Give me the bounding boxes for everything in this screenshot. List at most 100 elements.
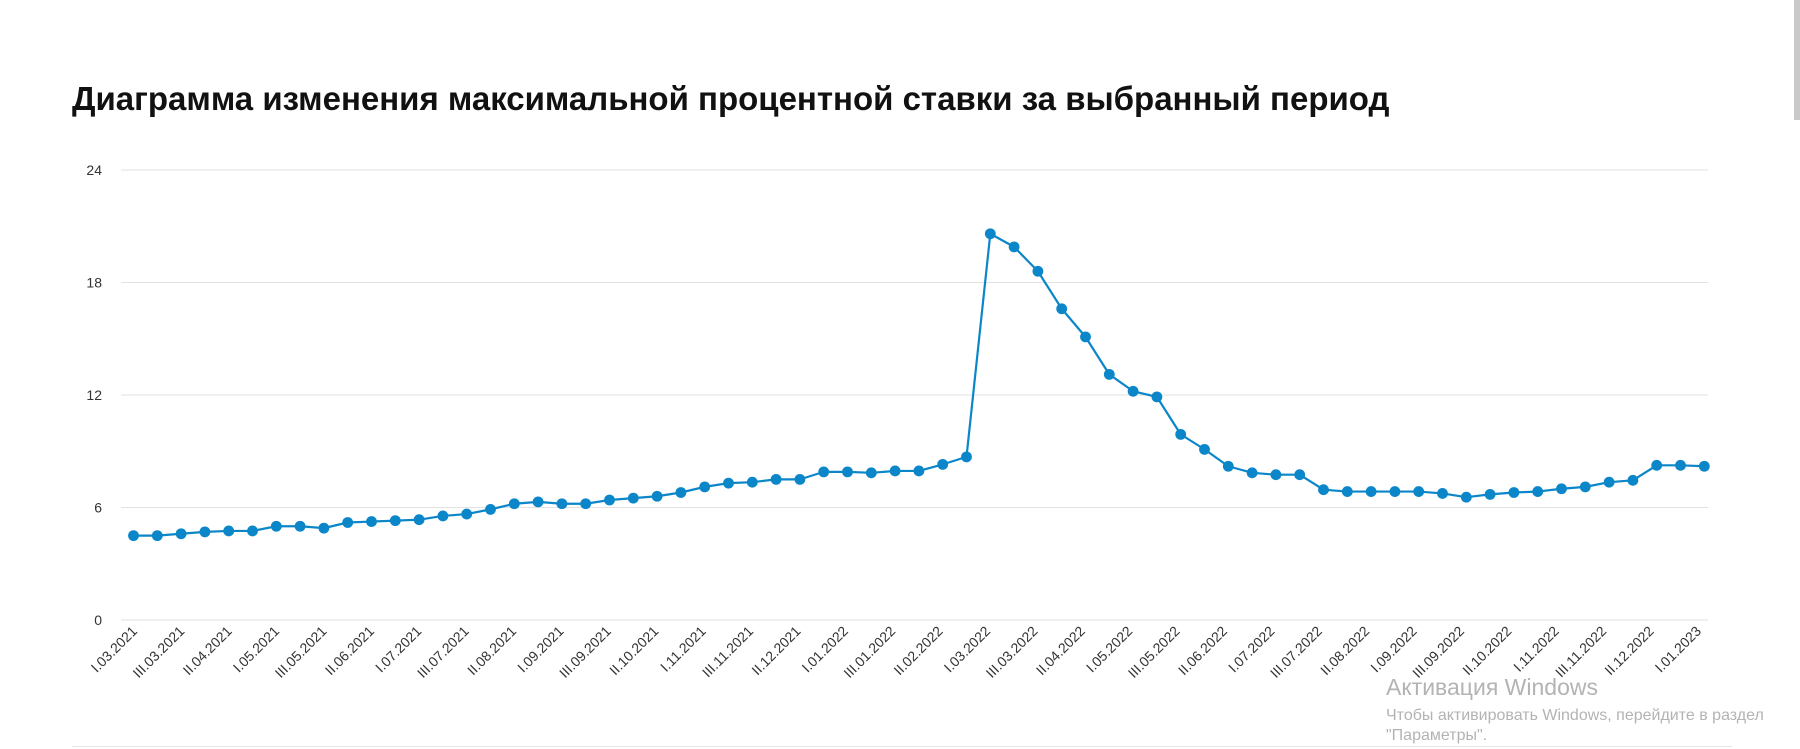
x-tick-label: III.11.2022 [1552, 623, 1610, 681]
x-tick-label: II.10.2022 [1459, 623, 1515, 679]
data-point[interactable] [294, 520, 306, 532]
data-point[interactable] [1532, 486, 1544, 497]
data-point[interactable] [699, 481, 711, 493]
x-tick-label: II.08.2021 [464, 623, 520, 679]
series-layer [128, 228, 1710, 542]
data-point[interactable] [1508, 487, 1520, 498]
data-point[interactable] [1365, 486, 1377, 497]
scrollbar[interactable] [1794, 0, 1800, 120]
y-axis-ticks: 0 6 12 18 24 [86, 162, 102, 628]
x-tick-label: II.04.2022 [1033, 623, 1089, 679]
x-tick-label: III.05.2021 [272, 623, 330, 681]
data-point[interactable] [984, 228, 996, 240]
x-tick-label: III.09.2021 [556, 623, 614, 681]
watermark-title: Активация Windows [1386, 674, 1598, 700]
data-point[interactable] [723, 477, 734, 489]
data-point[interactable] [532, 496, 544, 508]
data-point[interactable] [842, 466, 853, 478]
data-point[interactable] [318, 522, 330, 534]
data-point[interactable] [556, 498, 568, 510]
x-tick-label: III.09.2022 [1409, 623, 1467, 681]
data-point[interactable] [1603, 476, 1615, 488]
data-point[interactable] [1103, 368, 1115, 380]
data-point[interactable] [1032, 265, 1044, 277]
data-point[interactable] [1056, 303, 1068, 315]
data-point[interactable] [175, 528, 187, 540]
windows-activation-watermark: Активация Windows Чтобы активировать Win… [1386, 674, 1764, 745]
x-tick-label: II.08.2022 [1317, 623, 1373, 679]
data-point[interactable] [1270, 469, 1282, 481]
x-tick-label: III.07.2021 [414, 623, 472, 681]
y-tick-label: 24 [86, 162, 102, 178]
grid-lines [121, 169, 1708, 621]
x-tick-label: III.07.2022 [1267, 623, 1325, 681]
data-point[interactable] [1127, 385, 1139, 397]
data-point[interactable] [199, 526, 211, 538]
data-point[interactable] [746, 476, 758, 488]
chart-title: Диаграмма изменения максимальной процент… [72, 80, 1390, 117]
data-point[interactable] [1651, 459, 1663, 471]
data-point[interactable] [485, 503, 496, 515]
data-point[interactable] [128, 530, 139, 542]
data-point[interactable] [913, 465, 925, 477]
y-tick-label: 18 [86, 275, 102, 291]
data-point[interactable] [223, 525, 235, 537]
data-point[interactable] [342, 517, 354, 528]
data-point[interactable] [1698, 460, 1710, 472]
bottom-divider [72, 746, 1732, 747]
x-tick-label: II.12.2021 [748, 623, 804, 679]
data-point[interactable] [270, 520, 282, 532]
data-point[interactable] [437, 510, 449, 522]
data-point[interactable] [1675, 459, 1686, 471]
data-point[interactable] [1008, 241, 1020, 253]
data-point[interactable] [770, 473, 782, 485]
x-tick-label: II.02.2022 [890, 623, 946, 679]
data-point[interactable] [865, 467, 877, 479]
data-point[interactable] [1389, 486, 1401, 497]
y-tick-label: 12 [86, 387, 102, 403]
data-point[interactable] [508, 498, 520, 510]
data-point[interactable] [247, 525, 258, 537]
data-point[interactable] [1484, 488, 1496, 500]
data-point[interactable] [1341, 486, 1353, 497]
x-tick-label: II.06.2021 [322, 623, 378, 679]
y-tick-label: 6 [94, 500, 102, 516]
data-point[interactable] [961, 451, 972, 463]
data-point[interactable] [1222, 460, 1234, 472]
data-point[interactable] [580, 498, 592, 510]
data-point[interactable] [366, 516, 377, 527]
data-point[interactable] [413, 514, 425, 526]
data-point[interactable] [937, 458, 949, 470]
data-point[interactable] [1080, 331, 1091, 343]
x-tick-label: II.04.2021 [180, 623, 236, 679]
watermark-text-2: "Параметры". [1386, 727, 1488, 744]
data-point[interactable] [1627, 474, 1639, 486]
data-point[interactable] [675, 487, 687, 498]
data-point[interactable] [1437, 488, 1448, 499]
data-point[interactable] [1318, 484, 1329, 496]
data-point[interactable] [1175, 428, 1187, 440]
data-point[interactable] [1413, 486, 1425, 497]
data-point[interactable] [818, 466, 830, 478]
data-point[interactable] [1460, 491, 1472, 503]
data-point[interactable] [1151, 391, 1163, 403]
data-point[interactable] [1199, 443, 1210, 455]
data-point[interactable] [889, 465, 901, 477]
data-point[interactable] [1246, 467, 1258, 479]
x-tick-label: III.03.2022 [983, 623, 1041, 681]
data-point[interactable] [461, 508, 473, 520]
data-point[interactable] [1579, 481, 1591, 493]
data-point[interactable] [794, 473, 806, 485]
data-point[interactable] [627, 492, 639, 504]
data-point[interactable] [1294, 469, 1306, 481]
data-point[interactable] [389, 515, 401, 527]
x-tick-label: III.01.2022 [840, 623, 898, 681]
data-point[interactable] [604, 494, 615, 506]
data-point[interactable] [151, 530, 163, 542]
data-point[interactable] [651, 490, 663, 502]
y-tick-label: 0 [94, 612, 102, 628]
x-tick-label: I.01.2023 [1652, 623, 1705, 676]
data-point[interactable] [1556, 483, 1567, 495]
x-tick-label: II.10.2021 [606, 623, 662, 679]
